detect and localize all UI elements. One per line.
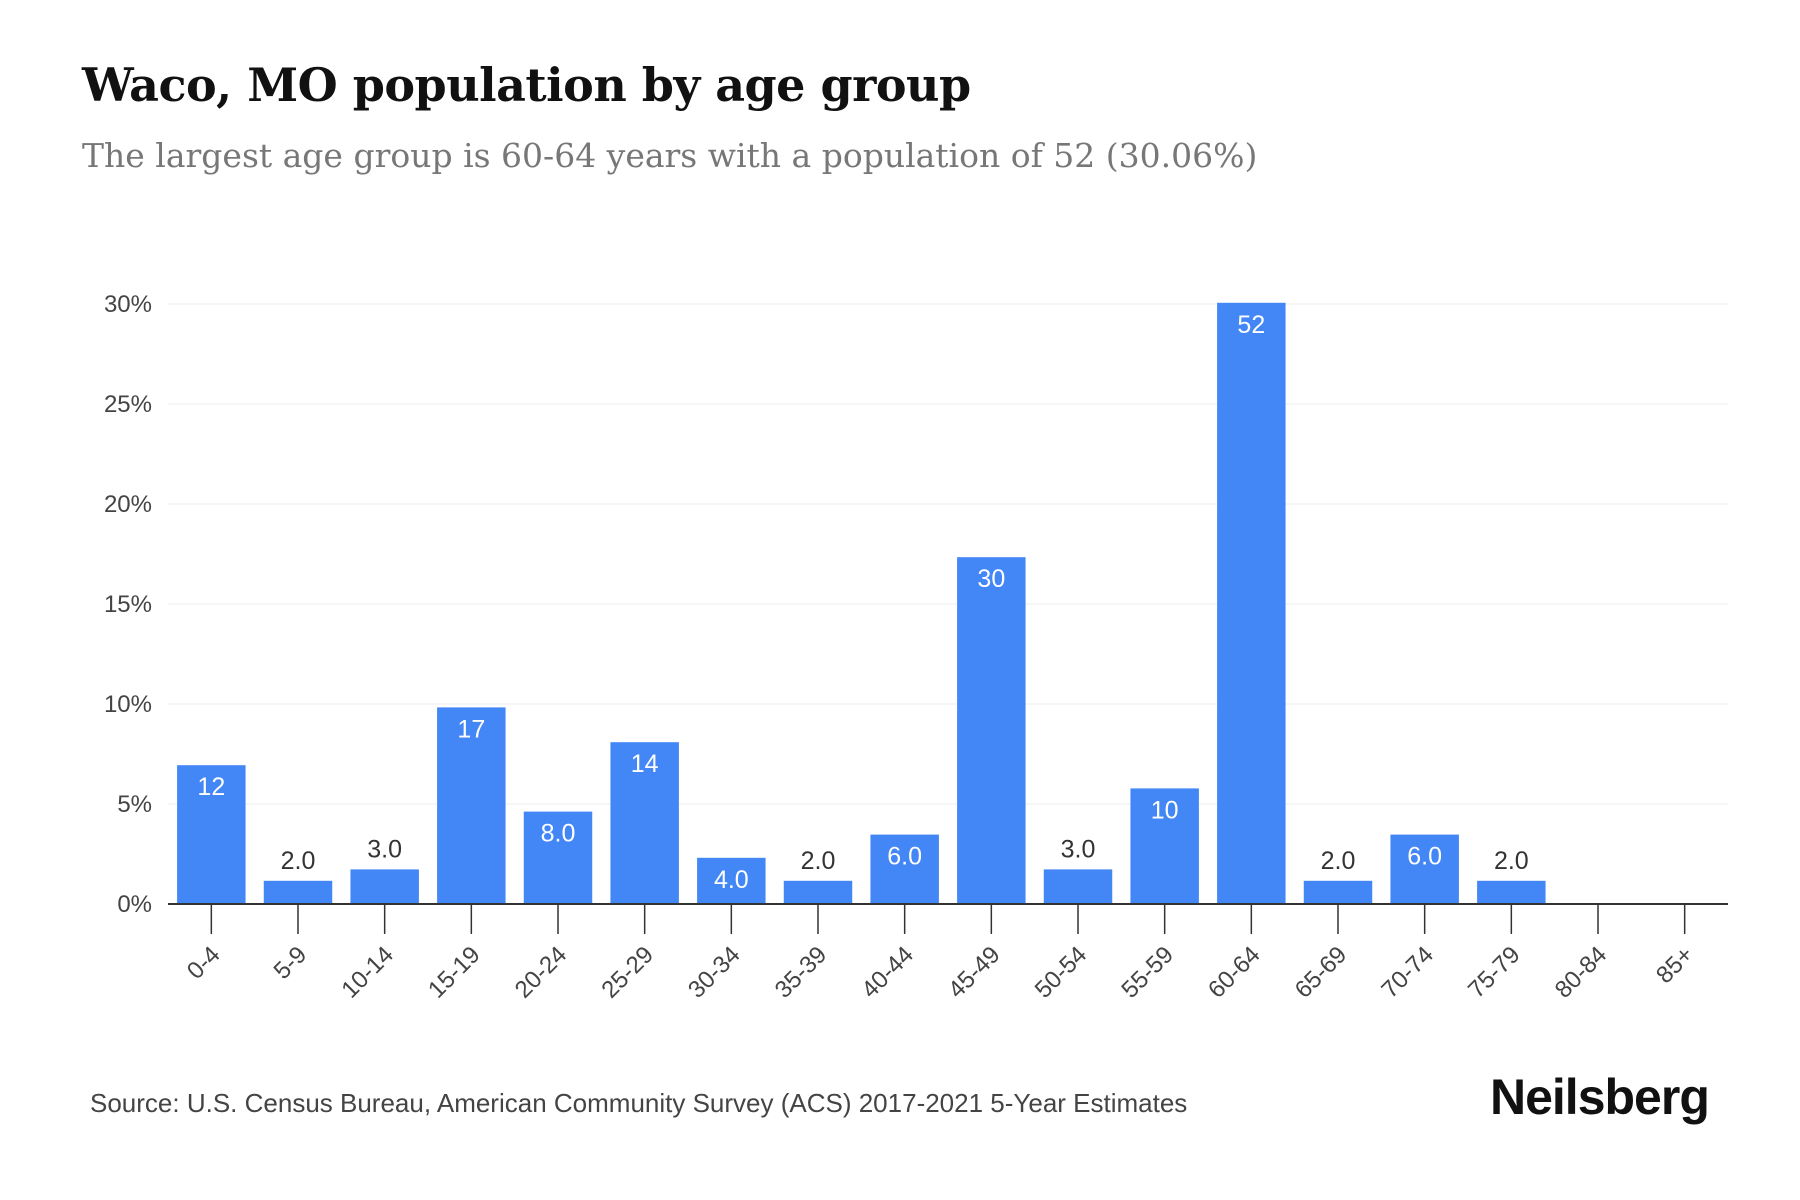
bar-0-4 [177, 765, 246, 904]
x-tick-label: 35-39 [770, 941, 833, 1004]
data-label: 30 [977, 565, 1005, 593]
chart-subtitle: The largest age group is 60-64 years wit… [82, 136, 1258, 175]
bar-5-9 [263, 880, 333, 904]
bar-50-54 [1043, 869, 1113, 904]
data-label: 17 [457, 715, 485, 743]
x-tick-label: 5-9 [269, 941, 313, 985]
x-tick-label: 0-4 [182, 941, 226, 985]
data-label: 3.0 [367, 835, 402, 863]
x-tick-label: 80-84 [1550, 941, 1613, 1004]
x-tick-label: 85+ [1651, 941, 1699, 989]
data-label: 3.0 [1061, 835, 1096, 863]
x-tick-label: 65-69 [1290, 941, 1353, 1004]
bar-40-44 [870, 834, 939, 904]
data-label: 14 [631, 750, 659, 778]
x-tick-label: 45-49 [943, 941, 1006, 1004]
y-tick-label: 15% [104, 591, 152, 618]
y-tick-label: 20% [104, 491, 152, 518]
y-tick-label: 10% [104, 691, 152, 718]
bar-25-29 [610, 742, 679, 904]
chart-title: Waco, MO population by age group [82, 58, 971, 112]
x-tick-label: 40-44 [856, 941, 919, 1004]
x-tick-label: 15-19 [423, 941, 486, 1004]
bar-70-74 [1390, 834, 1459, 904]
data-label: 6.0 [1407, 843, 1442, 871]
bar-30-34 [697, 857, 766, 904]
bar-45-49 [957, 557, 1026, 904]
data-label: 8.0 [541, 820, 576, 848]
data-label: 6.0 [887, 843, 922, 871]
bar-10-14 [350, 869, 419, 904]
x-tick-label: 55-59 [1116, 941, 1179, 1004]
y-tick-label: 30% [104, 291, 152, 318]
data-label: 4.0 [714, 866, 749, 894]
x-tick-label: 10-14 [336, 941, 399, 1004]
bar-35-39 [783, 880, 853, 904]
x-tick-label: 25-29 [596, 941, 659, 1004]
x-tick-label: 75-79 [1463, 941, 1526, 1004]
brand-logo: Neilsberg [1490, 1069, 1710, 1125]
y-tick-label: 25% [104, 391, 152, 418]
bar-65-69 [1303, 880, 1373, 904]
data-label: 52 [1237, 311, 1265, 339]
x-tick-label: 60-64 [1203, 941, 1266, 1004]
data-label: 12 [197, 773, 225, 801]
y-tick-label: 5% [117, 791, 152, 818]
x-tick-label: 30-34 [683, 941, 746, 1004]
data-label: 2.0 [1321, 847, 1356, 875]
bar-15-19 [437, 707, 506, 904]
x-tick-label: 50-54 [1030, 941, 1093, 1004]
data-label: 10 [1151, 796, 1179, 824]
bar-55-59 [1130, 788, 1199, 904]
bar-20-24 [523, 811, 593, 904]
data-label: 2.0 [281, 847, 316, 875]
x-tick-label: 70-74 [1376, 941, 1439, 1004]
data-label: 2.0 [801, 847, 836, 875]
source-note: Source: U.S. Census Bureau, American Com… [90, 1088, 1188, 1118]
x-tick-label: 20-24 [510, 941, 573, 1004]
y-tick-label: 0% [117, 891, 152, 918]
bar-60-64 [1217, 302, 1286, 904]
data-label: 2.0 [1494, 847, 1529, 875]
bar-75-79 [1477, 880, 1546, 904]
